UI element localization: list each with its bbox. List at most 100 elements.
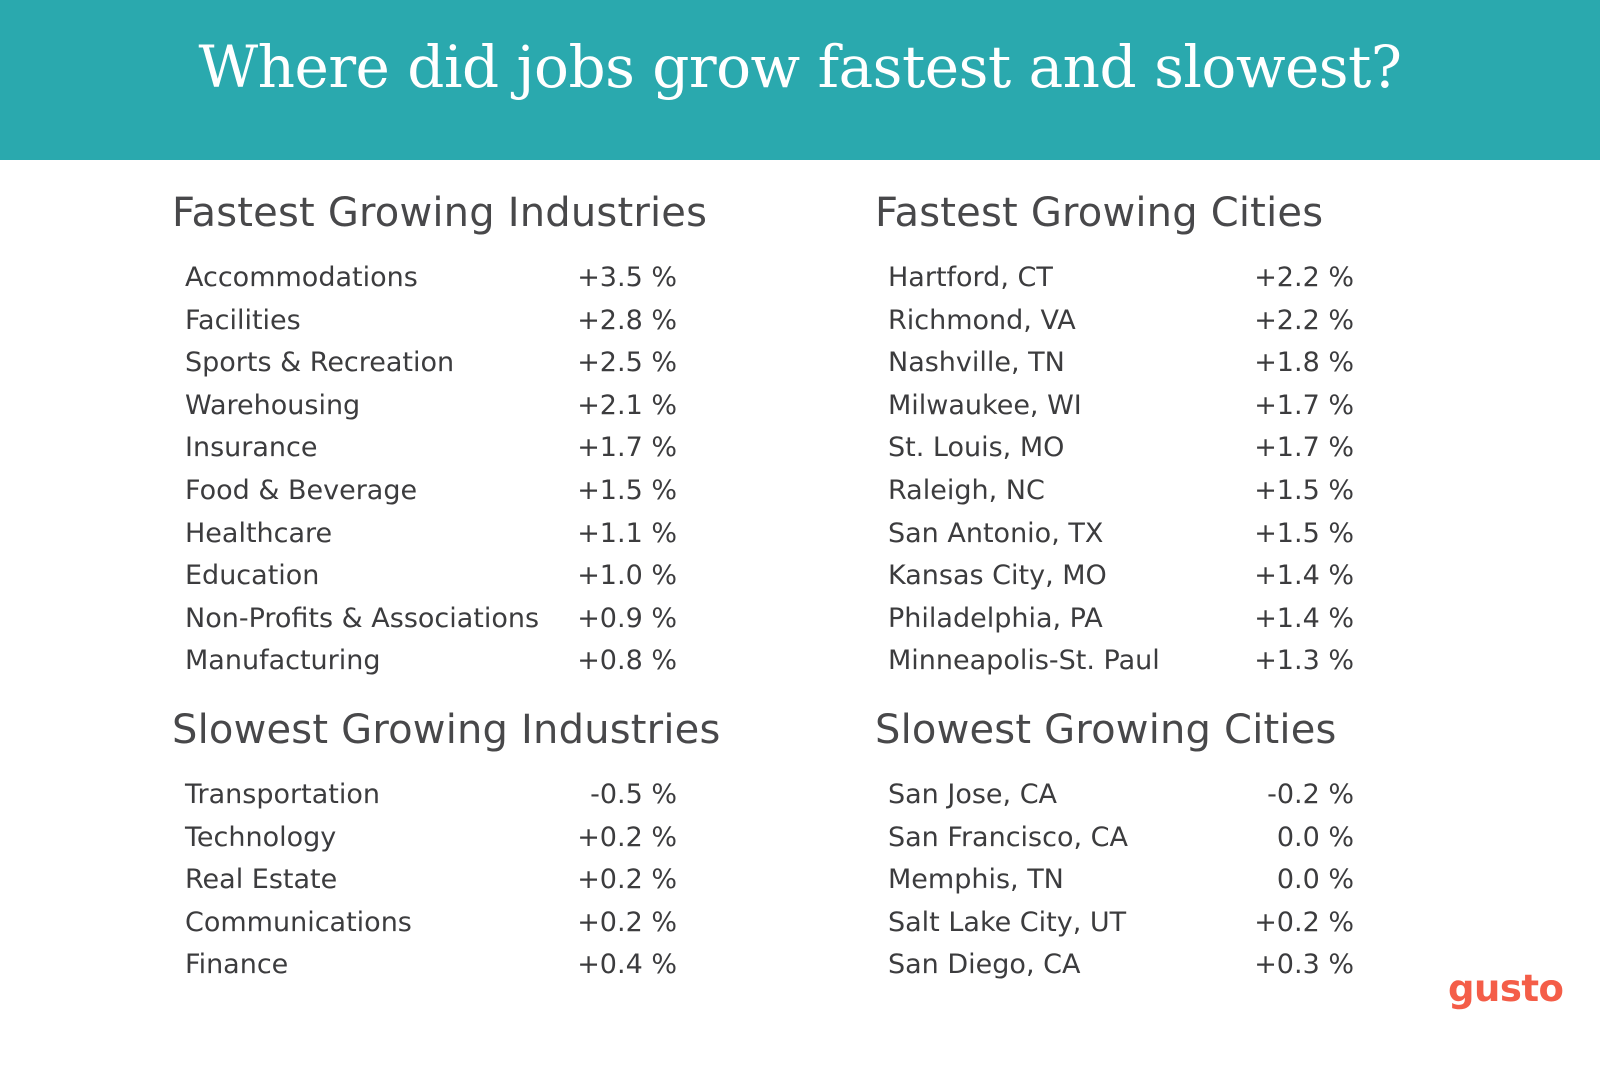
row-label: Food & Beverage bbox=[185, 474, 418, 506]
row-label: Hartford, CT bbox=[888, 262, 1053, 293]
row-label: Kansas City, MO bbox=[888, 560, 1107, 592]
row-value: +2.8 % bbox=[577, 304, 677, 336]
slowest-industries-table: Slowest Growing Industries Transportatio… bbox=[172, 707, 721, 980]
row-value: +1.3 % bbox=[1254, 645, 1354, 677]
table-row: San Francisco, CA 0.0 % bbox=[888, 817, 1354, 860]
row-value: +1.8 % bbox=[1254, 347, 1354, 379]
row-value: +1.5 % bbox=[577, 474, 677, 506]
table-row: Warehousing +2.1 % bbox=[185, 385, 677, 428]
row-label: Technology bbox=[185, 821, 337, 853]
table-row: Hartford, CT +2.2 % bbox=[888, 257, 1354, 300]
table-row: Insurance +1.7 % bbox=[185, 427, 677, 470]
slowest-cities-table: Slowest Growing Cities San Jose, CA -0.2 … bbox=[875, 707, 1354, 980]
table-row: Manufacturing +0.8 % bbox=[185, 640, 677, 683]
row-value: +0.2 % bbox=[1254, 906, 1354, 938]
table-row: Minneapolis-St. Paul +1.3 % bbox=[888, 640, 1354, 683]
section-title: Slowest Growing Cities bbox=[875, 707, 1337, 753]
table-row: Nashville, TN +1.8 % bbox=[888, 342, 1354, 385]
row-value: +1.4 % bbox=[1254, 602, 1354, 634]
row-value: 0.0 % bbox=[1276, 821, 1354, 853]
table-row: San Antonio, TX +1.5 % bbox=[888, 513, 1354, 556]
row-value: 0.0 % bbox=[1276, 864, 1354, 896]
table-row: San Jose, CA -0.2 % bbox=[888, 774, 1354, 817]
row-label: Salt Lake City, UT bbox=[888, 906, 1127, 938]
table-rows: Accommodations +3.5 % Facilities +2.8 % Spor… bbox=[185, 257, 677, 683]
table-row: Education +1.0 % bbox=[185, 555, 677, 598]
row-label: Non-Profits & Associations bbox=[185, 602, 540, 634]
row-label: Nashville, TN bbox=[888, 347, 1065, 379]
row-label: St. Louis, MO bbox=[888, 432, 1065, 464]
row-label: Raleigh, NC bbox=[888, 474, 1045, 506]
table-row: Finance +0.4 % bbox=[185, 944, 677, 987]
table-row: Salt Lake City, UT +0.2 % bbox=[888, 902, 1354, 945]
row-label: Warehousing bbox=[185, 389, 361, 421]
table-rows: Transportation -0.5 % Technology +0.2 % Real… bbox=[185, 774, 677, 987]
table-row: Non-Profits & Associations +0.9 % bbox=[185, 598, 677, 641]
gusto-logo: gusto bbox=[1448, 967, 1564, 1010]
fastest-cities-table: Fastest Growing Cities Hartford, CT +2.2 … bbox=[875, 190, 1354, 676]
row-label: Minneapolis-St. Paul bbox=[888, 645, 1160, 677]
row-label: Accommodations bbox=[185, 262, 418, 293]
row-label: Richmond, VA bbox=[888, 304, 1076, 336]
table-row: San Diego, CA +0.3 % bbox=[888, 944, 1354, 987]
table-row: Sports & Recreation +2.5 % bbox=[185, 342, 677, 385]
row-value: +2.2 % bbox=[1254, 262, 1354, 293]
row-label: San Jose, CA bbox=[888, 779, 1058, 810]
row-value: +2.2 % bbox=[1254, 304, 1354, 336]
row-value: +1.5 % bbox=[1254, 474, 1354, 506]
row-label: Communications bbox=[185, 906, 412, 938]
table-row: Communications +0.2 % bbox=[185, 902, 677, 945]
row-value: +0.2 % bbox=[577, 906, 677, 938]
row-label: Insurance bbox=[185, 432, 318, 464]
row-value: +1.5 % bbox=[1254, 517, 1354, 549]
row-value: +0.2 % bbox=[577, 864, 677, 896]
row-value: +3.5 % bbox=[577, 262, 677, 293]
row-label: Philadelphia, PA bbox=[888, 602, 1103, 634]
table-row: Transportation -0.5 % bbox=[185, 774, 677, 817]
table-rows: San Jose, CA -0.2 % San Francisco, CA 0.0 %… bbox=[888, 774, 1354, 987]
table-row: Richmond, VA +2.2 % bbox=[888, 300, 1354, 343]
row-label: Education bbox=[185, 560, 320, 592]
fastest-industries-table: Fastest Growing Industries Accommodation… bbox=[172, 190, 708, 676]
row-value: +1.7 % bbox=[1254, 432, 1354, 464]
section-title: Fastest Growing Cities bbox=[875, 190, 1324, 236]
row-value: +0.3 % bbox=[1254, 949, 1354, 981]
row-value: +0.4 % bbox=[577, 949, 677, 981]
table-row: Philadelphia, PA +1.4 % bbox=[888, 598, 1354, 641]
page-title: Where did jobs grow fastest and slowest? bbox=[198, 33, 1402, 101]
row-label: Sports & Recreation bbox=[185, 347, 455, 379]
table-row: Milwaukee, WI +1.7 % bbox=[888, 385, 1354, 428]
row-value: -0.5 % bbox=[590, 779, 677, 810]
row-label: San Francisco, CA bbox=[888, 821, 1128, 853]
row-value: +1.7 % bbox=[577, 432, 677, 464]
row-label: Memphis, TN bbox=[888, 864, 1064, 896]
row-label: Finance bbox=[185, 949, 289, 981]
table-row: Food & Beverage +1.5 % bbox=[185, 470, 677, 513]
row-label: Transportation bbox=[185, 779, 380, 810]
section-title: Fastest Growing Industries bbox=[172, 190, 708, 236]
table-row: Facilities +2.8 % bbox=[185, 300, 677, 343]
section-title: Slowest Growing Industries bbox=[172, 707, 721, 753]
row-label: Manufacturing bbox=[185, 645, 381, 677]
row-value: +1.7 % bbox=[1254, 389, 1354, 421]
row-value: -0.2 % bbox=[1267, 779, 1354, 810]
row-value: +2.1 % bbox=[577, 389, 677, 421]
row-label: Facilities bbox=[185, 304, 301, 336]
row-value: +0.2 % bbox=[577, 821, 677, 853]
row-label: Healthcare bbox=[185, 517, 333, 549]
table-row: Memphis, TN 0.0 % bbox=[888, 859, 1354, 902]
row-label: Real Estate bbox=[185, 864, 338, 896]
table-rows: Hartford, CT +2.2 % Richmond, VA +2.2 % Nash… bbox=[888, 257, 1354, 683]
table-row: Real Estate +0.2 % bbox=[185, 859, 677, 902]
row-value: +0.9 % bbox=[577, 602, 677, 634]
table-row: Kansas City, MO +1.4 % bbox=[888, 555, 1354, 598]
table-row: St. Louis, MO +1.7 % bbox=[888, 427, 1354, 470]
row-value: +2.5 % bbox=[577, 347, 677, 379]
row-value: +1.4 % bbox=[1254, 560, 1354, 592]
table-row: Healthcare +1.1 % bbox=[185, 513, 677, 556]
row-value: +1.1 % bbox=[577, 517, 677, 549]
row-label: Milwaukee, WI bbox=[888, 389, 1082, 421]
table-row: Technology +0.2 % bbox=[185, 817, 677, 860]
row-value: +1.0 % bbox=[577, 560, 677, 592]
title-banner: Where did jobs grow fastest and slowest? bbox=[0, 0, 1600, 160]
